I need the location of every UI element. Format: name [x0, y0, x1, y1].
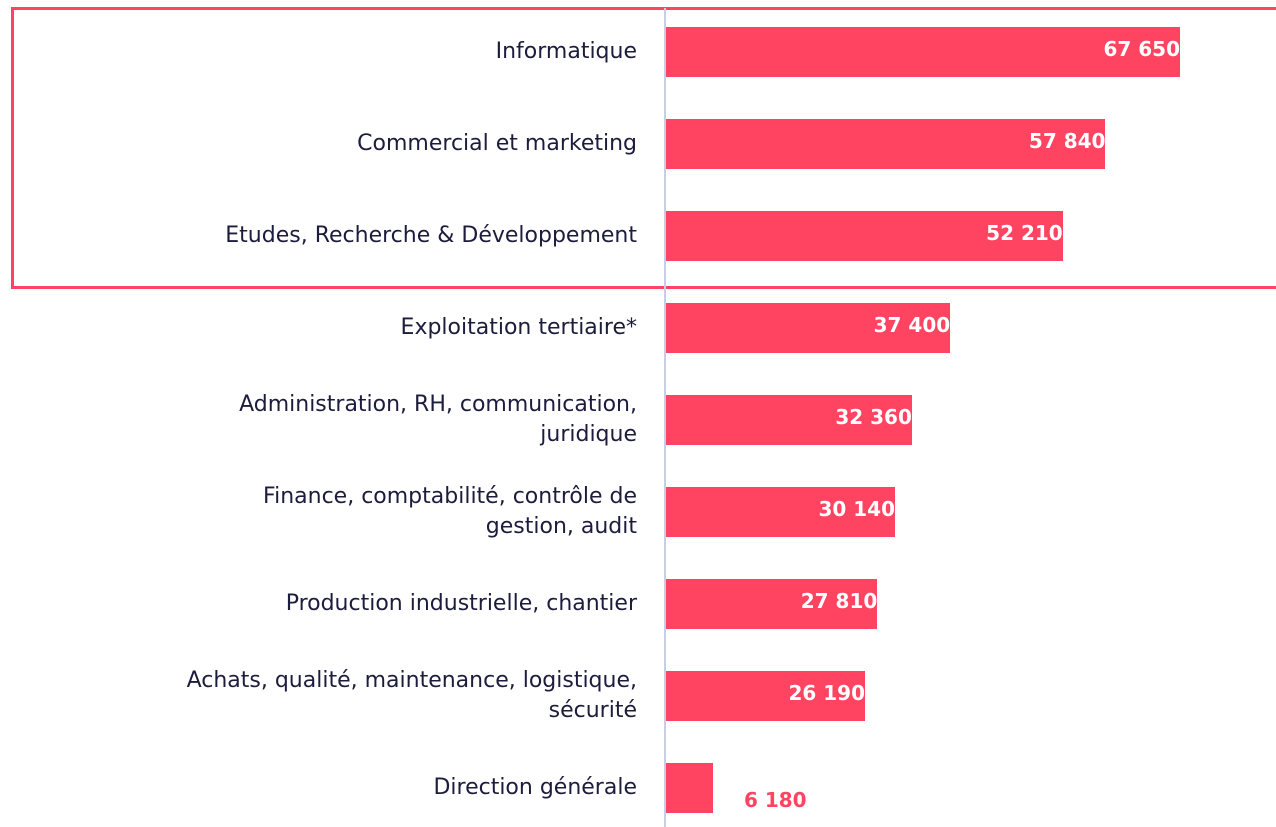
category-label: Informatique [495, 39, 637, 64]
category-label: Administration, RH, communication, jurid… [239, 392, 637, 447]
value-label: 26 190 [788, 681, 865, 705]
value-label: 67 650 [1103, 37, 1180, 61]
bar [666, 763, 713, 813]
value-label: 6 180 [743, 788, 807, 812]
category-label: Direction générale [433, 775, 637, 800]
value-label: 57 840 [1028, 129, 1106, 153]
bar [666, 487, 895, 537]
bar [666, 27, 1180, 77]
value-label: 52 210 [986, 221, 1063, 245]
category-label: Achats, qualité, maintenance, logistique… [186, 668, 637, 723]
value-label: 30 140 [818, 497, 896, 521]
category-label: Finance, comptabilité, contrôle de gesti… [263, 484, 637, 539]
axis-line [664, 8, 666, 827]
category-label: Commercial et marketing [357, 131, 637, 156]
bar [666, 303, 951, 353]
category-label: Exploitation tertiaire* [400, 315, 637, 340]
value-label: 37 400 [873, 313, 951, 337]
bar [666, 671, 865, 721]
bar [666, 579, 878, 629]
highlight-box [11, 7, 1276, 289]
bar [666, 395, 912, 445]
category-label: Etudes, Recherche & Développement [225, 223, 637, 248]
value-label: 27 810 [800, 589, 878, 613]
bar [666, 119, 1106, 169]
category-label: Production industrielle, chantier [285, 591, 637, 616]
bar [666, 211, 1063, 261]
value-label: 32 360 [835, 405, 912, 429]
